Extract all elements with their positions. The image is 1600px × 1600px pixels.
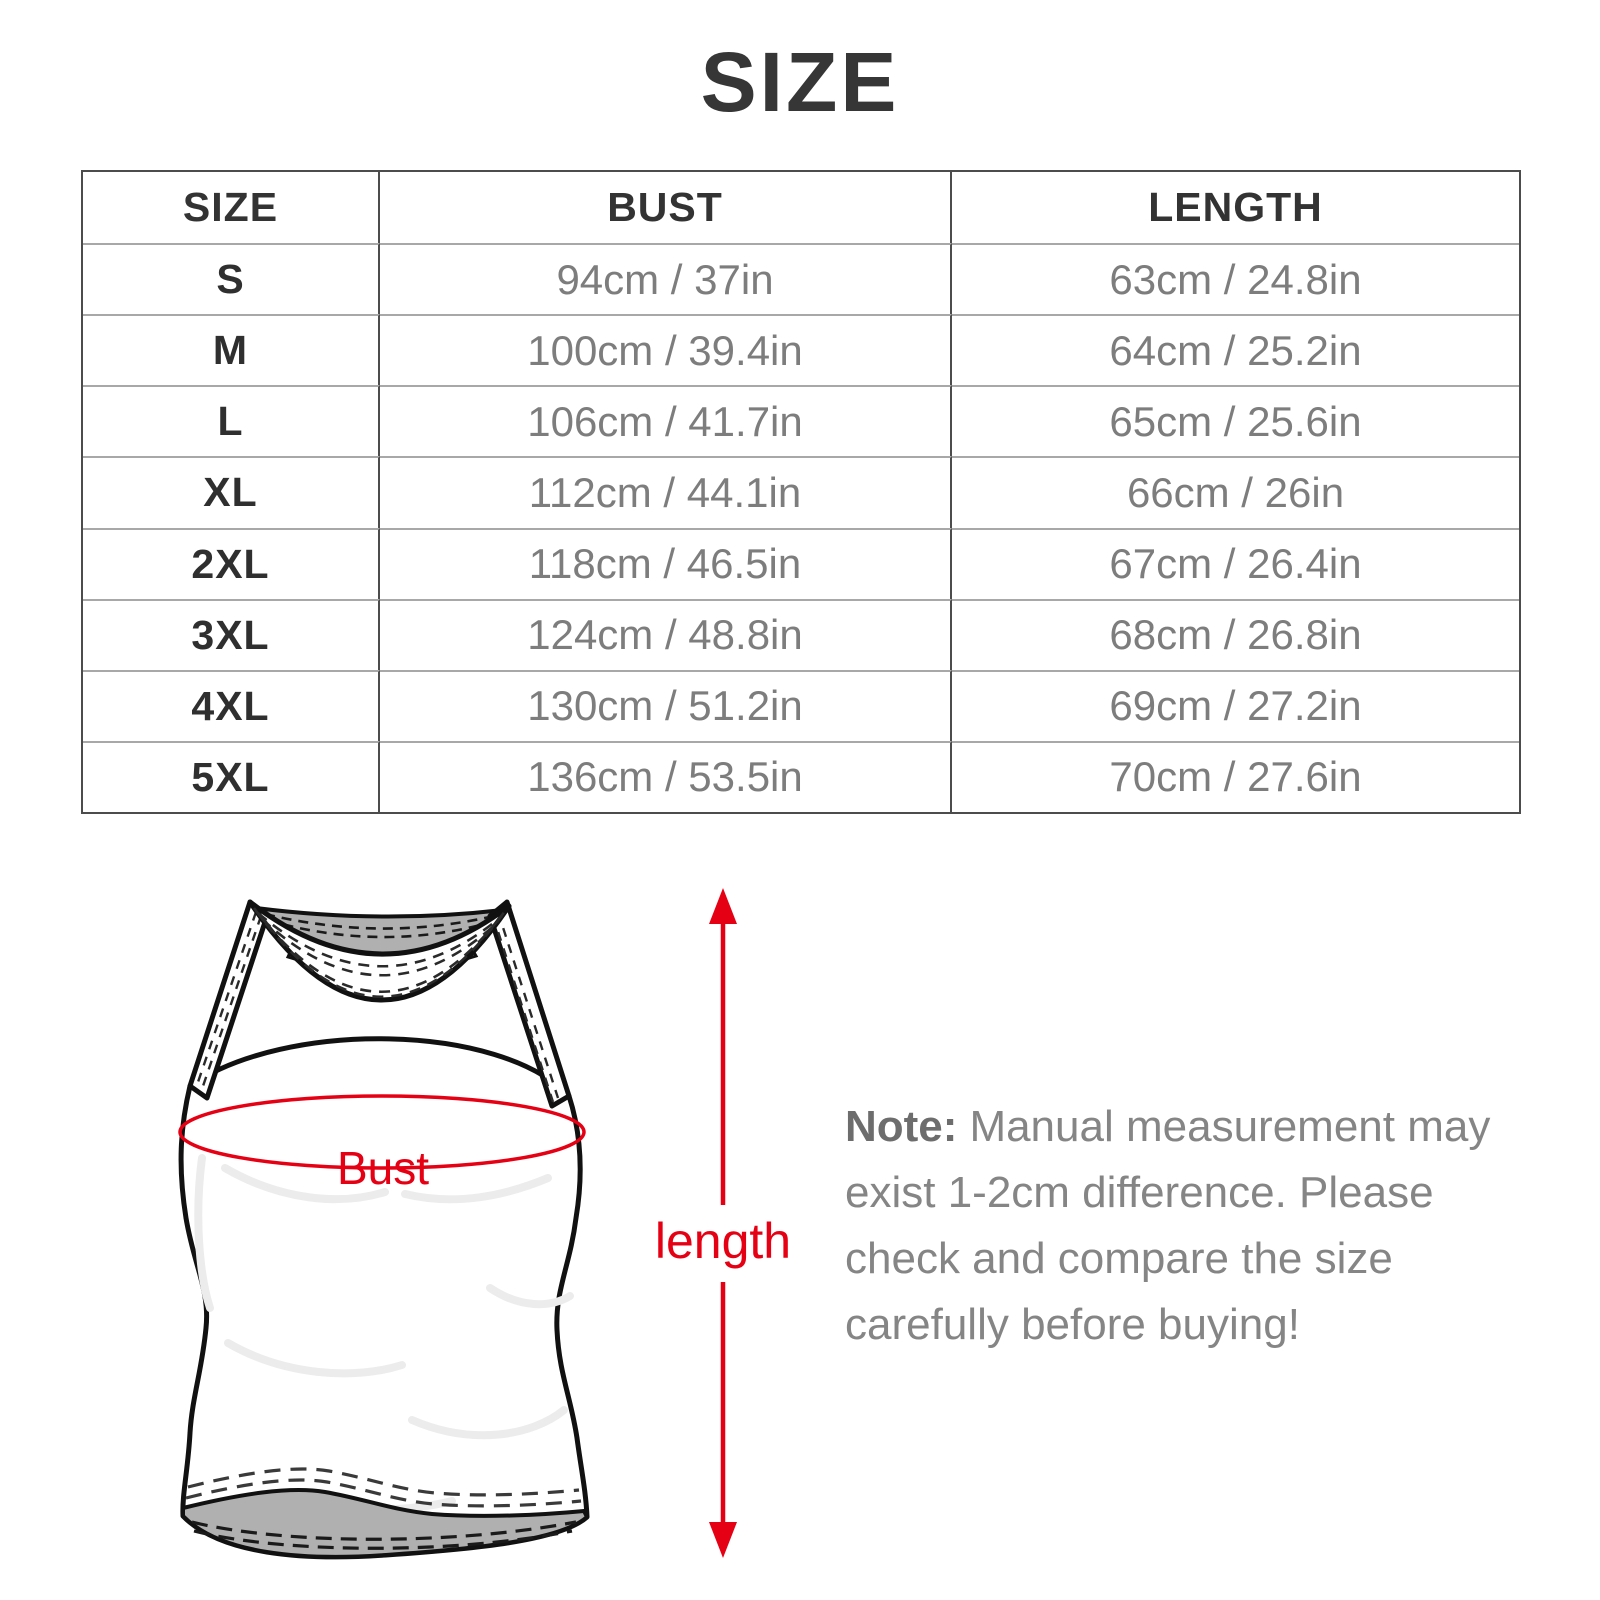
note-line: carefully before buying! [845,1300,1300,1349]
table-header-size: SIZE [83,172,380,244]
arrow-head-down [709,1522,737,1558]
length-label: length [655,1213,791,1269]
table-cell-bust: 106cm / 41.7in [380,385,952,457]
hem-stitching [185,1467,582,1508]
measurement-note: Note: Manual measurement may exist 1-2cm … [845,1094,1490,1358]
table-cell-length: 63cm / 24.8in [952,243,1519,314]
table-cell-size: L [83,385,380,457]
garment-illustration: Bust [178,899,590,1560]
table-cell-size: 2XL [83,527,380,599]
garment-hem-band [181,1487,589,1559]
strap-right [487,899,572,1109]
table-cell-size: 5XL [83,740,380,812]
table-cell-bust: 124cm / 48.8in [380,598,952,670]
page-title: SIZE [700,35,900,129]
hem-band-stitching [191,1520,577,1550]
table-cell-size: S [83,243,380,315]
note-prefix: Note: [845,1102,958,1151]
note-line: Note: Manual measurement may [845,1094,1490,1160]
table-cell-bust: 118cm / 46.5in [380,527,952,599]
table-header-length: LENGTH [1148,184,1323,231]
table-cell-length: 66cm / 26in [952,456,1519,527]
note-text: Manual measurement may [969,1102,1491,1151]
table-cell-size: XL [83,456,380,528]
note-line: exist 1-2cm difference. Please [845,1168,1434,1217]
table-cell-bust: 130cm / 51.2in [380,669,952,741]
strap-stitching [194,911,560,1103]
table-cell-size: 3XL [83,598,380,670]
garment-body [178,1036,590,1560]
bust-label: Bust [337,1142,429,1194]
table-cell-length: 69cm / 27.2in [952,669,1519,741]
table-cell-bust: 136cm / 53.5in [380,740,952,812]
table-cell-length: 70cm / 27.6in [952,740,1519,812]
neckband-stitching [252,907,507,999]
bust-measure-ellipse [178,1094,586,1170]
table-header-bust: BUST [380,172,952,244]
table-cell-size: M [83,314,380,386]
table-cell-length: 68cm / 26.8in [952,598,1519,670]
table-cell-bust: 94cm / 37in [380,243,952,315]
note-line: check and compare the size [845,1234,1393,1283]
arrow-head-up [709,888,737,924]
size-table: SIZE BUST LENGTH S 94cm / 37in 63cm / 24… [81,170,1521,814]
table-cell-length: 64cm / 25.2in [952,314,1519,385]
length-measure-arrow: length [655,888,791,1558]
table-cell-length: 65cm / 25.6in [952,385,1519,456]
table-cell-size: 4XL [83,669,380,741]
table-cell-length: 67cm / 26.4in [952,527,1519,599]
table-cell-bust: 100cm / 39.4in [380,314,952,386]
table-cell-bust: 112cm / 44.1in [380,456,952,528]
